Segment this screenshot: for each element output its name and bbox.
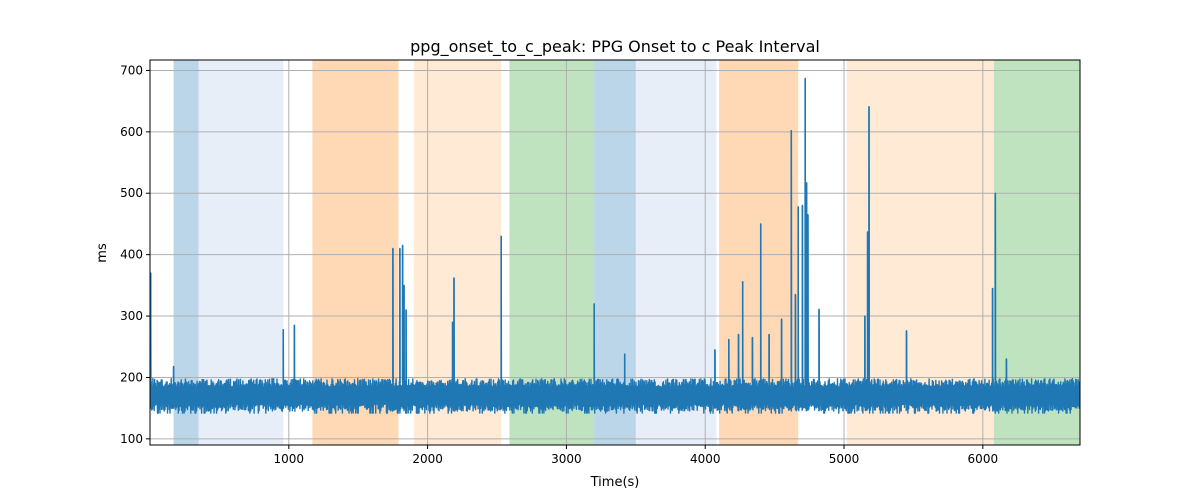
series-line	[150, 77, 1080, 414]
y-tick-label: 200	[120, 370, 143, 384]
x-axis-ticks: 1000 2000 3000 4000 5000 6000	[274, 445, 999, 466]
y-tick-label: 700	[120, 63, 143, 77]
y-tick-label: 400	[120, 248, 143, 262]
x-tick-label: 2000	[412, 452, 443, 466]
x-tick-label: 4000	[690, 452, 721, 466]
shaded-band-6	[594, 60, 636, 445]
y-tick-label: 100	[120, 432, 143, 446]
x-tick-label: 3000	[551, 452, 582, 466]
y-tick-label: 600	[120, 125, 143, 139]
x-tick-label: 1000	[274, 452, 305, 466]
y-axis-label: ms	[95, 243, 110, 263]
x-tick-label: 5000	[829, 452, 860, 466]
plot-frame	[149, 59, 1081, 446]
y-axis-ticks: 100 200 300 400 500 600 700	[120, 63, 150, 446]
y-tick-label: 300	[120, 309, 143, 323]
y-tick-label: 500	[120, 186, 143, 200]
x-axis-label: Time(s)	[590, 475, 640, 490]
chart-title: ppg_onset_to_c_peak: PPG Onset to c Peak…	[410, 37, 820, 57]
x-tick-label: 6000	[968, 452, 999, 466]
series-line-layer	[150, 77, 1080, 414]
